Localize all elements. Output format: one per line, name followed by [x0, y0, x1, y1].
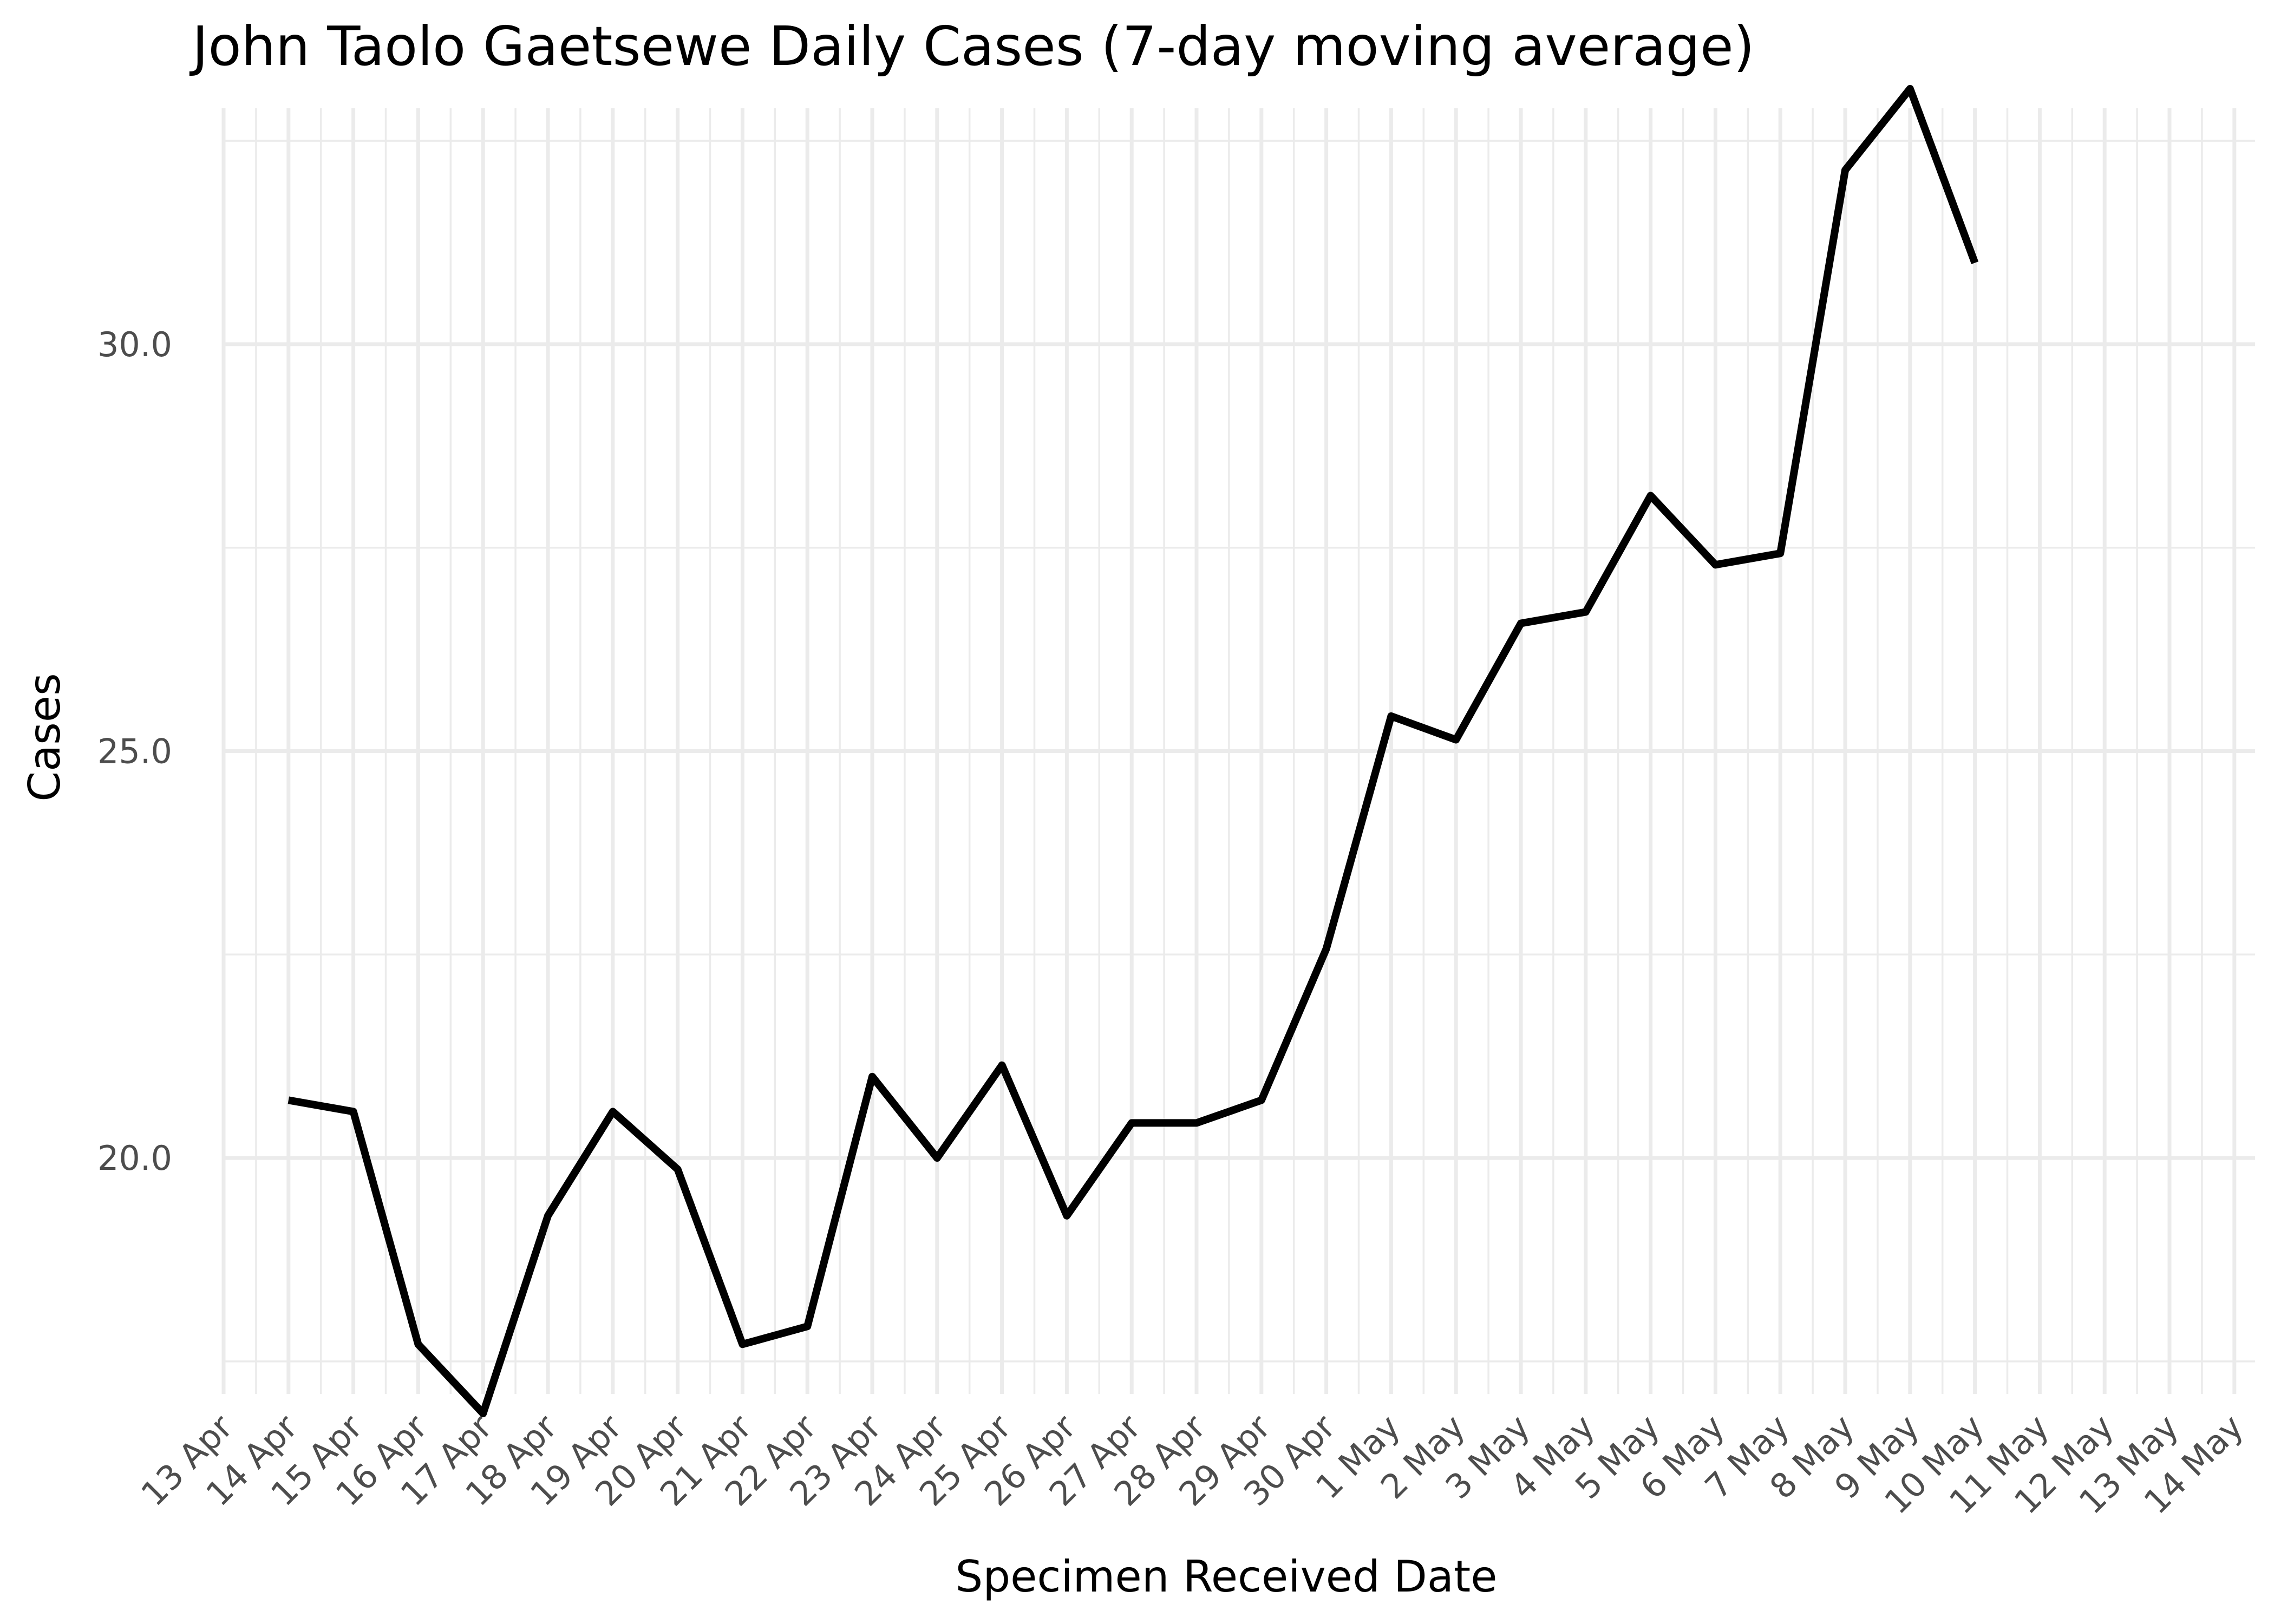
x-axis-title: Specimen Received Date	[956, 1551, 1498, 1602]
series-layer	[287, 84, 1979, 1418]
y-axis-tick-labels: 20.0 25.0 30.0	[97, 325, 172, 1178]
series-line	[287, 84, 1979, 1418]
y-tick-label: 20.0	[97, 1138, 172, 1178]
y-tick-label: 25.0	[97, 732, 172, 771]
y-tick-label: 30.0	[97, 325, 172, 364]
grid	[221, 108, 2255, 1394]
y-axis-title: Cases	[19, 673, 70, 801]
chart-title: John Taolo Gaetsewe Daily Cases (7-day m…	[189, 15, 1755, 78]
